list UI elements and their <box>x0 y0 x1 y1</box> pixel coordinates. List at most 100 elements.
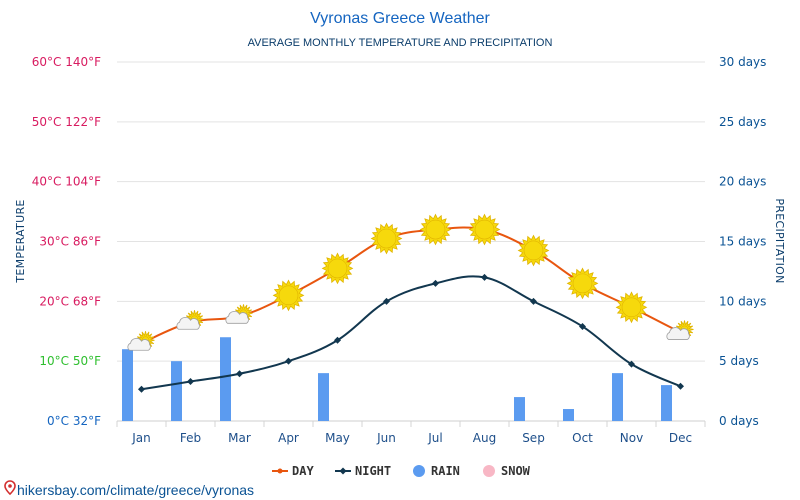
sun-icon <box>468 213 501 246</box>
right-tick-label: 10 days <box>719 294 766 308</box>
night-point <box>481 273 488 281</box>
x-tick-label: Dec <box>669 431 692 445</box>
partly-cloudy-icon <box>225 304 253 324</box>
night-point <box>383 297 390 305</box>
legend-label: SNOW <box>501 464 531 478</box>
temperature-lines <box>138 226 684 393</box>
sun-disc <box>474 219 495 240</box>
rain-bar <box>220 337 231 421</box>
partly-cloudy-icon <box>666 320 694 340</box>
tick-fahrenheit: 86°F <box>73 235 101 249</box>
tick-fahrenheit: 50°F <box>73 354 101 368</box>
night-point <box>628 360 635 368</box>
left-axis-ticks: 0°C 32°F 10°C 50°F 20°C 68°F 30°C 86°F 40°C … <box>32 55 101 428</box>
tick-fahrenheit: 68°F <box>73 294 101 308</box>
sun-disc <box>425 219 446 240</box>
grid-lines <box>116 61 706 427</box>
tick-fahrenheit: 140°F <box>65 55 101 69</box>
rain-bar <box>612 373 623 421</box>
night-point <box>579 322 586 330</box>
sun-disc <box>621 297 642 318</box>
sun-icon <box>272 279 305 312</box>
x-tick-label: Sep <box>522 431 545 445</box>
legend-dot-swatch <box>413 465 425 477</box>
sun-icon <box>370 222 403 255</box>
right-tick-label: 5 days <box>719 354 759 368</box>
night-point <box>187 378 194 386</box>
legend-marker <box>339 467 347 475</box>
legend-label: RAIN <box>431 464 460 478</box>
x-tick-label: Jul <box>427 431 442 445</box>
legend-item-night: NIGHT <box>335 464 391 478</box>
sun-icon <box>517 234 550 267</box>
rain-bar <box>122 349 133 421</box>
legend-label: DAY <box>292 464 314 478</box>
weather-icons <box>127 213 694 351</box>
left-tick-label: 50°C 122°F <box>32 115 101 129</box>
tick-celsius: 0°C <box>47 414 69 428</box>
rain-bar <box>318 373 329 421</box>
cloud-shape <box>225 311 249 324</box>
legend-dot-swatch <box>483 465 495 477</box>
day-line <box>141 226 681 345</box>
left-tick-label: 10°C 50°F <box>39 354 101 368</box>
left-axis-label: TEMPERATURE <box>14 199 27 283</box>
right-axis-ticks: 0 days 5 days 10 days 15 days 20 days 25 days… <box>719 55 766 428</box>
night-point <box>334 336 341 344</box>
tick-celsius: 50°C <box>32 115 62 129</box>
x-tick-label: Jun <box>376 431 396 445</box>
night-point <box>236 370 243 378</box>
sun-icon <box>615 291 648 324</box>
right-tick-label: 25 days <box>719 115 766 129</box>
left-tick-label: 60°C 140°F <box>32 55 101 69</box>
night-point <box>530 297 537 305</box>
x-axis-ticks: Jan Feb Mar Apr May Jun Jul Aug Sep Oct Nov Dec <box>131 431 692 445</box>
sun-disc <box>523 240 544 261</box>
sun-disc <box>376 228 397 249</box>
partly-cloudy-icon <box>127 331 155 351</box>
x-tick-label: Jan <box>131 431 151 445</box>
night-point <box>677 382 684 390</box>
chart-subtitle: AVERAGE MONTHLY TEMPERATURE AND PRECIPIT… <box>248 37 553 49</box>
left-tick-label: 40°C 104°F <box>32 175 101 189</box>
tick-fahrenheit: 122°F <box>65 115 101 129</box>
sun-icon <box>419 213 452 246</box>
night-line <box>141 275 681 391</box>
x-tick-label: Nov <box>620 431 643 445</box>
legend-item-day: DAY <box>272 464 314 478</box>
left-tick-label: 20°C 68°F <box>39 294 101 308</box>
chart-title: Vyronas Greece Weather <box>310 10 490 27</box>
x-tick-label: May <box>325 431 350 445</box>
right-tick-label: 0 days <box>719 414 759 428</box>
legend-item-snow: SNOW <box>483 464 531 478</box>
night-point <box>432 279 439 287</box>
right-tick-label: 15 days <box>719 235 766 249</box>
rain-bar <box>563 409 574 421</box>
tick-celsius: 60°C <box>32 55 62 69</box>
cloud-shape <box>666 327 690 340</box>
sun-disc <box>327 258 348 279</box>
tick-fahrenheit: 104°F <box>65 175 101 189</box>
left-tick-label: 30°C 86°F <box>39 235 101 249</box>
sun-disc <box>278 285 299 306</box>
tick-fahrenheit: 32°F <box>73 414 101 428</box>
sun-icon <box>566 267 599 300</box>
legend-item-rain: RAIN <box>413 464 460 478</box>
rain-bar <box>171 361 182 421</box>
legend: DAY NIGHT RAIN SNOW <box>272 464 531 478</box>
tick-celsius: 10°C <box>39 354 69 368</box>
left-tick-label: 0°C 32°F <box>47 414 101 428</box>
source-link[interactable]: hikersbay.com/climate/greece/vyronas <box>4 480 254 498</box>
source-url: hikersbay.com/climate/greece/vyronas <box>17 482 254 498</box>
rain-bar <box>514 397 525 421</box>
x-tick-label: Mar <box>228 431 251 445</box>
tick-celsius: 40°C <box>32 175 62 189</box>
sun-disc <box>572 273 593 294</box>
night-point <box>285 357 292 365</box>
night-point <box>138 385 145 393</box>
tick-celsius: 30°C <box>39 235 69 249</box>
cloud-shape <box>127 338 151 351</box>
x-tick-label: Feb <box>180 431 201 445</box>
partly-cloudy-icon <box>176 310 204 330</box>
